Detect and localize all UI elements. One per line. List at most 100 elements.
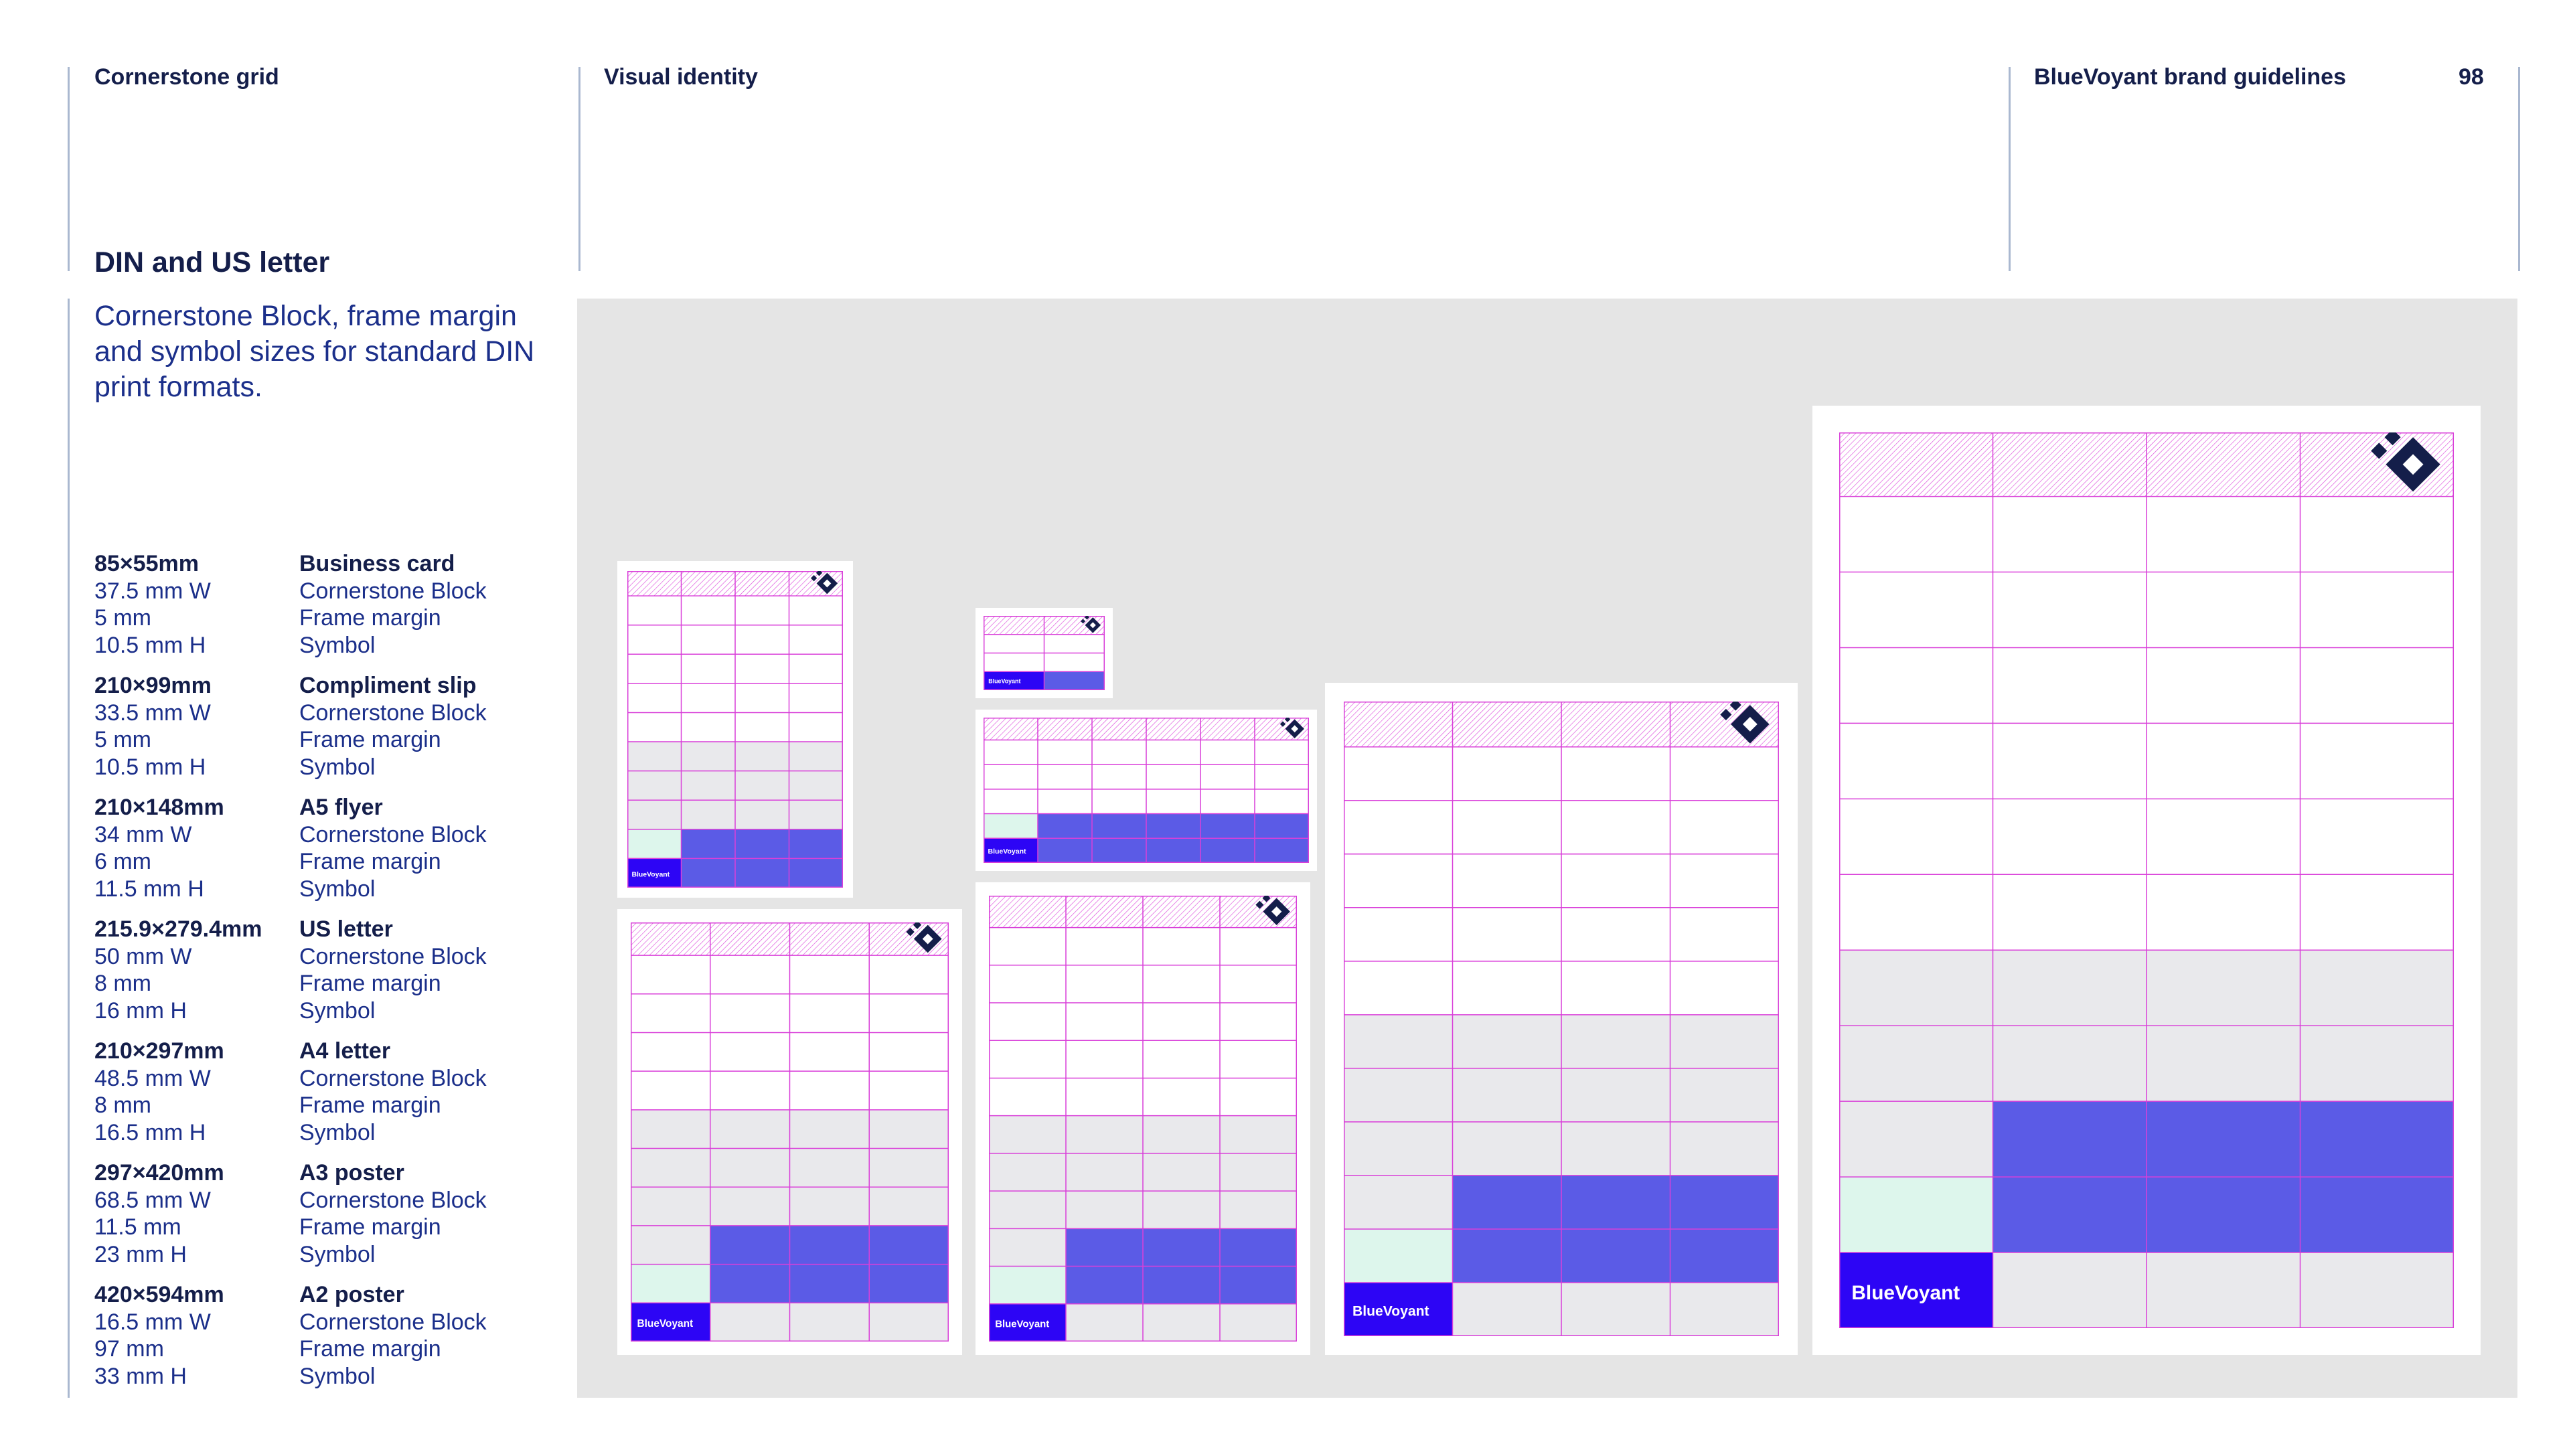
- spec-value: 16.5 mm H: [94, 1119, 206, 1145]
- grid-cell: [1066, 1266, 1143, 1304]
- grid-cell: [869, 1225, 949, 1265]
- grid-cell: [1143, 1003, 1220, 1041]
- header-rule-left: [68, 67, 70, 271]
- grid-cell: [1561, 746, 1670, 801]
- grid-cell: [2147, 647, 2301, 724]
- grid-cell: [1839, 1177, 1993, 1253]
- grid-cell: [681, 829, 735, 859]
- grid-cell: [1561, 1121, 1670, 1176]
- spec-label: Cornerstone Block: [299, 943, 487, 969]
- grid-cell: [1670, 1175, 1779, 1229]
- grid-cell: [1066, 1228, 1143, 1267]
- spec-label: Frame margin: [299, 1093, 441, 1118]
- grid-cell: [681, 800, 735, 829]
- grid-cell: [989, 1115, 1066, 1153]
- spec-value: 48.5 mm W: [94, 1065, 211, 1091]
- spec-row: 210×148mm A5 flyer: [94, 794, 576, 821]
- spec-row: 33.5 mm W Cornerstone Block: [94, 700, 576, 727]
- grid-cell: [735, 829, 789, 859]
- sheet-a4-letter: BlueVoyant: [976, 882, 1310, 1355]
- spec-label: Symbol: [299, 1241, 376, 1267]
- spec-size: 210×297mm: [94, 1038, 224, 1064]
- cornerstone-grid: BlueVoyant: [1839, 432, 2454, 1328]
- grid-compliment-slip: BlueVoyant: [984, 718, 1309, 863]
- grid-cell: [710, 1264, 790, 1303]
- format-panel: BlueVoyant BlueVoyant BlueVoyant BlueVoy…: [577, 299, 2517, 1398]
- chapter-label: Visual identity: [604, 64, 758, 90]
- spec-value: 34 mm W: [94, 821, 192, 847]
- spec-format-name: A4 letter: [299, 1038, 391, 1064]
- grid-cell: [789, 1187, 870, 1226]
- spec-value: 50 mm W: [94, 943, 192, 969]
- grid-cell: [1220, 965, 1297, 1003]
- cornerstone-grid: BlueVoyant: [984, 718, 1309, 863]
- spec-row: 34 mm W Cornerstone Block: [94, 821, 576, 849]
- grid-cell: [1220, 1191, 1297, 1229]
- spec-label: Symbol: [299, 997, 376, 1024]
- grid-cell: [1670, 1282, 1779, 1336]
- spec-format-name: Business card: [299, 551, 455, 576]
- grid-cell: [1993, 874, 2147, 951]
- grid-cell: [984, 740, 1038, 765]
- grid-cell: [1220, 1040, 1297, 1078]
- grid-cell: [710, 1071, 790, 1110]
- grid-cell: [1993, 647, 2147, 724]
- section-label: Cornerstone grid: [94, 64, 279, 90]
- grid-cell: [627, 654, 682, 683]
- spec-value: 33 mm H: [94, 1363, 187, 1389]
- grid-cell: [1561, 854, 1670, 908]
- grid-cell: [989, 1003, 1066, 1041]
- spec-row: 420×594mm A2 poster: [94, 1281, 576, 1309]
- spec-value: 6 mm: [94, 849, 151, 874]
- grid-cell: [2147, 950, 2301, 1026]
- grid-cell: [1092, 740, 1146, 765]
- grid-cell: [681, 712, 735, 742]
- intro-text: Cornerstone Block, frame margin and symb…: [94, 300, 535, 403]
- spec-row: 97 mm Frame margin: [94, 1336, 576, 1363]
- spec-size: 297×420mm: [94, 1160, 224, 1186]
- grid-cell: [1452, 1228, 1561, 1283]
- grid-cell: [989, 1228, 1066, 1267]
- grid-cell: [710, 955, 790, 994]
- grid-cell: [1255, 764, 1309, 789]
- grid-cell: [984, 634, 1044, 653]
- grid-cell: [681, 771, 735, 801]
- sheet-a2-poster: BlueVoyant: [1812, 406, 2481, 1355]
- grid-cell: [1993, 572, 2147, 648]
- spec-value: 5 mm: [94, 727, 151, 752]
- spec-value: 97 mm: [94, 1336, 164, 1362]
- sheet-compliment-slip: BlueVoyant: [976, 710, 1317, 871]
- cornerstone-grid: BlueVoyant: [984, 616, 1105, 690]
- grid-cell: [2300, 1026, 2454, 1102]
- spec-group: 297×420mm A3 poster 68.5 mm W Cornerstone B…: [94, 1159, 576, 1268]
- spec-label: Symbol: [299, 1363, 376, 1389]
- grid-cell: [989, 1040, 1066, 1078]
- spec-row: 11.5 mm Frame margin: [94, 1214, 576, 1241]
- grid-cell: [710, 1187, 790, 1226]
- grid-cell: [1200, 740, 1255, 765]
- spec-label: Symbol: [299, 1119, 376, 1145]
- logo-block: [1839, 1252, 1993, 1328]
- spec-row: 10.5 mm H Symbol: [94, 754, 576, 781]
- grid-cell: [984, 764, 1038, 789]
- spec-value: 11.5 mm H: [94, 876, 204, 902]
- grid-cell: [1839, 496, 1993, 572]
- grid-cell: [789, 1303, 870, 1342]
- grid-cell: [789, 1032, 870, 1072]
- grid-cell: [1993, 950, 2147, 1026]
- grid-cell: [1670, 800, 1779, 854]
- grid-cell: [1255, 813, 1309, 839]
- grid-cell: [1255, 740, 1309, 765]
- grid-cell: [2147, 496, 2301, 572]
- grid-cell: [1452, 907, 1561, 961]
- grid-cell: [869, 993, 949, 1033]
- spec-row: 48.5 mm W Cornerstone Block: [94, 1065, 576, 1093]
- grid-cell: [869, 1264, 949, 1303]
- grid-cell: [2300, 950, 2454, 1026]
- grid-cell: [1092, 764, 1146, 789]
- grid-cell: [1066, 927, 1143, 965]
- bluevoyant-logo-text: BlueVoyant: [637, 1318, 694, 1329]
- grid-cell: [631, 1032, 710, 1072]
- bluevoyant-logo-text: BlueVoyant: [988, 677, 1020, 684]
- grid-cell: [1561, 1014, 1670, 1068]
